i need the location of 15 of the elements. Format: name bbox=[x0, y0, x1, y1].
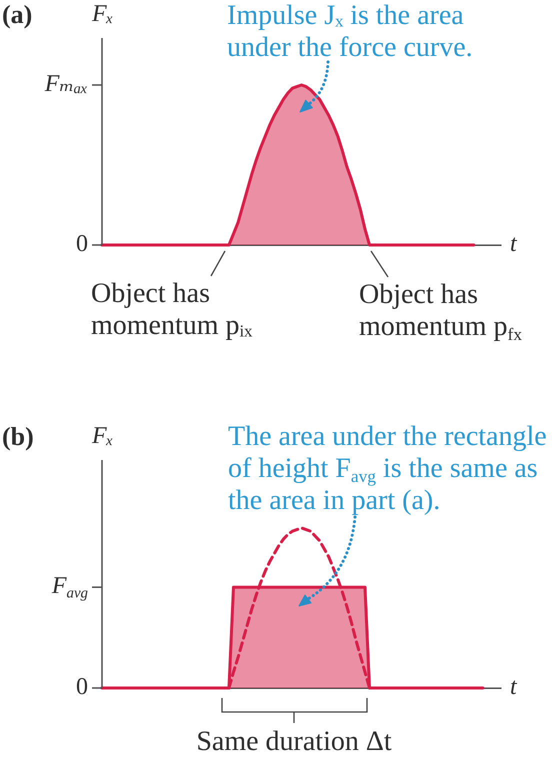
text: The area under the rectangle of height F$_{avg}$ is the same as the area in part (a). bbox=[228, 421, 547, 517]
text: Object has momentum p$_{fx}$ bbox=[359, 279, 522, 344]
text: 0 bbox=[76, 231, 88, 259]
chart-title: (a) bbox=[2, 0, 32, 30]
text: Object has momentum pᵢₓ bbox=[91, 278, 252, 342]
x-axis-title: t bbox=[510, 674, 517, 702]
chart-title: (b) bbox=[2, 422, 34, 452]
text: F$_{avg}$ bbox=[52, 573, 88, 602]
y-axis-title: Fₓ bbox=[92, 423, 114, 451]
text: Same duration Δt bbox=[196, 726, 392, 758]
x-axis-title: t bbox=[510, 231, 517, 259]
y-axis-title: Fₓ bbox=[92, 1, 114, 29]
text: 0 bbox=[76, 674, 88, 702]
text: Impulse Jₓ is the area under the force curve. bbox=[227, 0, 473, 64]
text: Fₘₐₓ bbox=[44, 71, 88, 99]
